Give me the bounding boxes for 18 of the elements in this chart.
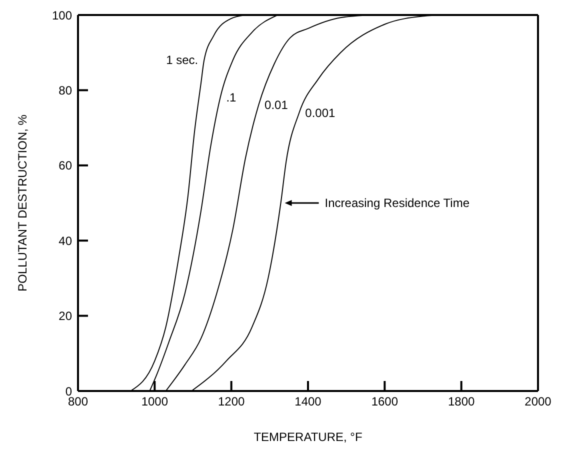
y-tick-label: 40 (58, 234, 72, 248)
x-tick-label: 2000 (524, 394, 552, 409)
y-tick-label: 100 (52, 8, 72, 22)
x-tick-label: 1200 (218, 394, 246, 409)
y-tick-label: 80 (58, 83, 72, 98)
series-label: 1 sec. (166, 53, 198, 68)
x-axis-title: TEMPERATURE, °F (254, 430, 362, 444)
y-axis-title: POLLUTANT DESTRUCTION, % (15, 114, 30, 292)
x-tick-label: 1600 (371, 394, 398, 409)
x-tick-label: 1800 (448, 394, 476, 409)
y-tick-label: 60 (58, 158, 72, 173)
x-tick-label: 1000 (141, 394, 168, 409)
series-label: 0.01 (264, 98, 288, 112)
series-label: .1 (226, 90, 237, 105)
annotation: Increasing Residence Time (324, 196, 470, 210)
y-tick-label: 20 (58, 309, 72, 324)
x-tick-label: 1400 (294, 394, 322, 409)
series-label: 0.001 (305, 106, 336, 120)
